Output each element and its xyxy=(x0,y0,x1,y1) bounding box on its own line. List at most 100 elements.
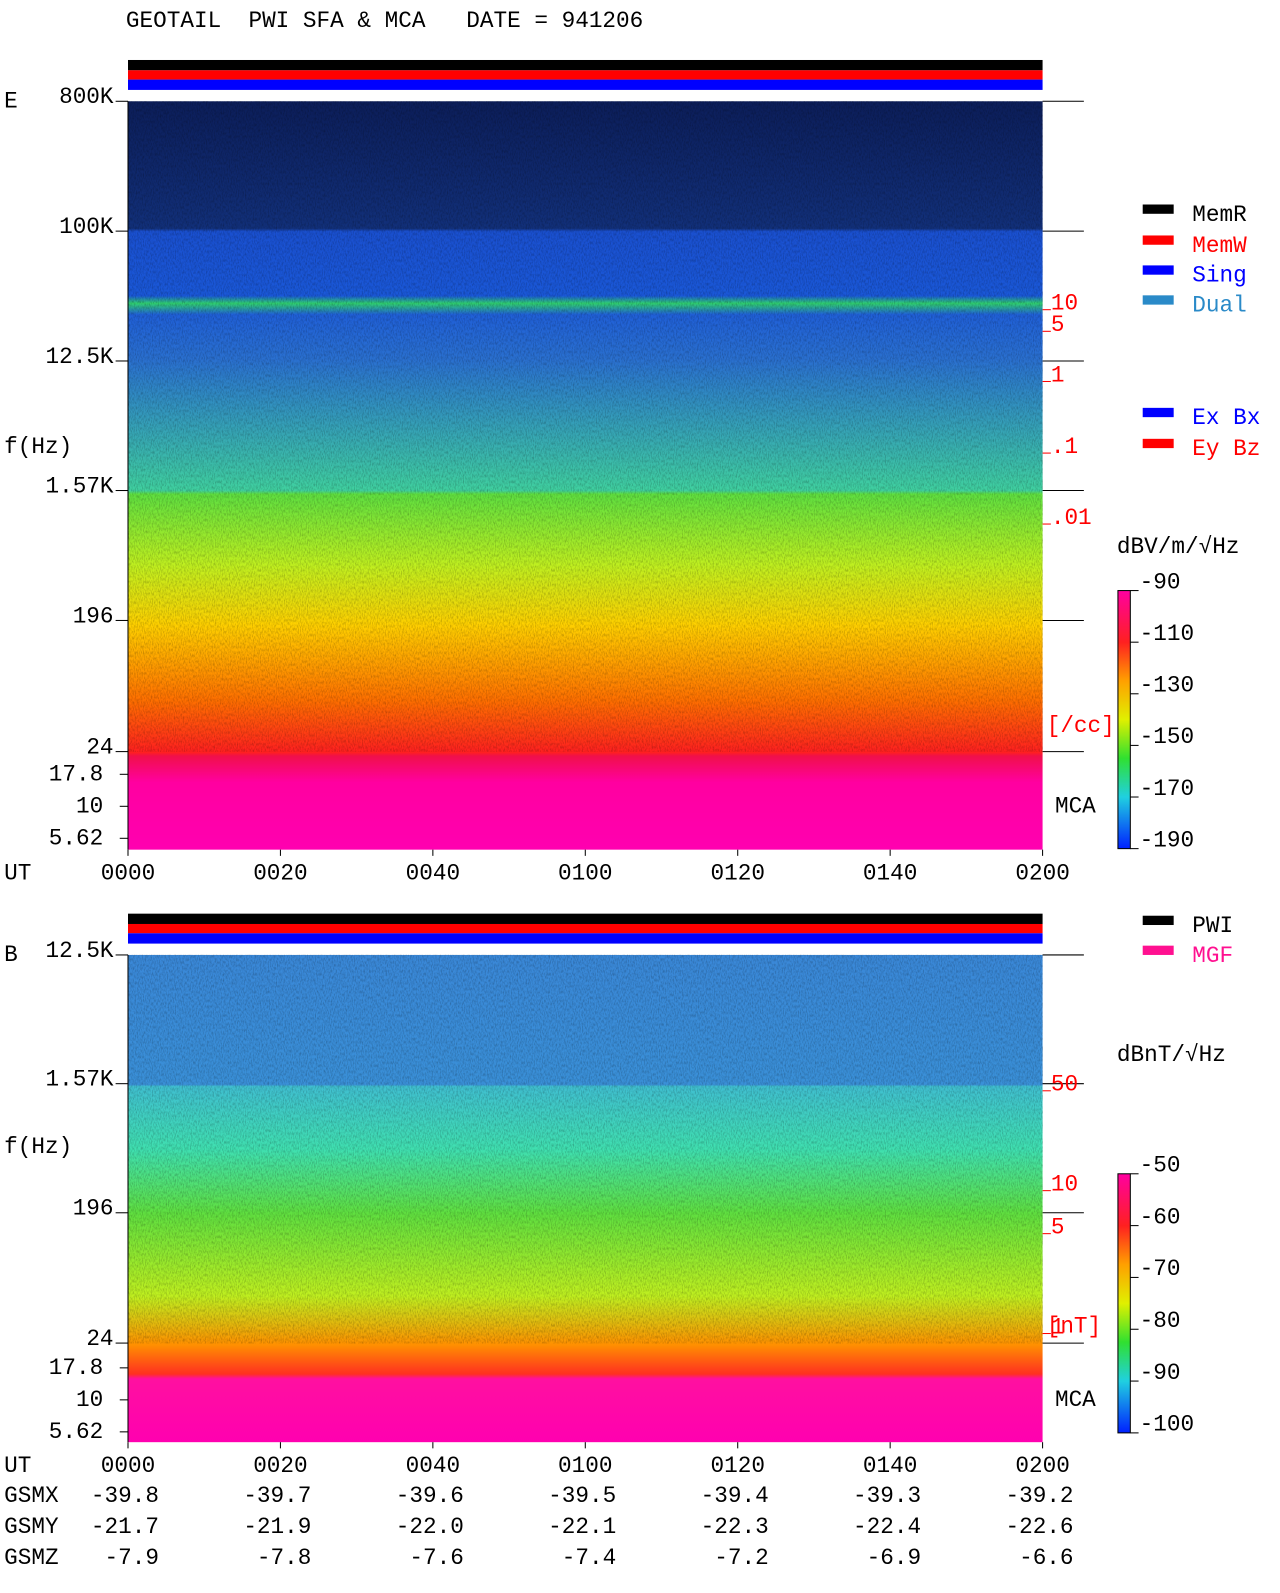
legend-swatch xyxy=(1142,438,1174,449)
orbit-name: GSMX xyxy=(4,1483,59,1509)
orbit-value: -22.3 xyxy=(701,1514,769,1540)
legend-swatch xyxy=(1142,295,1174,305)
orbit-value: -39.4 xyxy=(701,1483,769,1509)
colorbar xyxy=(1117,590,1131,850)
title: GEOTAIL PWI SFA & MCA DATE = 941206 xyxy=(126,8,643,34)
x-tick-label: 0120 xyxy=(710,1453,764,1479)
legend-label: Ex Bx xyxy=(1192,405,1260,431)
right-scale-label: 5 xyxy=(1051,1214,1065,1240)
y-tick-label: 800K xyxy=(59,84,114,110)
orbit-value: -39.3 xyxy=(853,1483,921,1509)
x-tick-label: 0100 xyxy=(558,1453,612,1479)
y-tick-label: 12.5K xyxy=(45,938,113,964)
legend-label: Sing xyxy=(1192,263,1246,289)
right-scale-label: .01 xyxy=(1051,505,1092,531)
x-tick-label: 0040 xyxy=(406,860,460,886)
right-scale-label: 1 xyxy=(1051,1314,1065,1340)
x-tick-label: 0000 xyxy=(101,1453,155,1479)
legend-swatch xyxy=(1142,945,1174,955)
panel-label: E xyxy=(4,88,18,114)
legend-label: Dual xyxy=(1192,293,1246,319)
y-tick-label: 196 xyxy=(73,603,114,629)
mca-label: MCA xyxy=(1055,1387,1096,1413)
colorbar-unit: dBV/m/√Hz xyxy=(1117,534,1240,560)
mca-tick-label: 5.62 xyxy=(49,825,103,851)
legend-swatch xyxy=(1142,407,1174,418)
legend-label: MGF xyxy=(1192,943,1233,969)
orbit-value: -22.6 xyxy=(1005,1514,1073,1540)
y-tick-label: 100K xyxy=(59,214,114,240)
legend-swatch xyxy=(1142,235,1174,245)
colorbar-tick-label: -130 xyxy=(1140,673,1194,699)
x-tick-label: 0200 xyxy=(1015,860,1069,886)
panel-b-image xyxy=(128,913,1043,1443)
y-tick-label: 12.5K xyxy=(45,344,113,370)
colorbar-tick-label: -150 xyxy=(1140,724,1194,750)
y-tick-label: 24 xyxy=(86,1326,113,1352)
colorbar-tick-label: -70 xyxy=(1140,1256,1181,1282)
x-tick-label: 0040 xyxy=(406,1453,460,1479)
x-axis-label: UT xyxy=(4,860,31,886)
colorbar-tick-label: -90 xyxy=(1140,1360,1181,1386)
orbit-name: GSMZ xyxy=(4,1545,58,1571)
colorbar xyxy=(1117,1173,1131,1434)
y-tick-label: 196 xyxy=(73,1196,114,1222)
orbit-value: -22.4 xyxy=(853,1514,921,1540)
orbit-value: -6.9 xyxy=(867,1545,921,1571)
x-tick-label: 0140 xyxy=(863,1453,917,1479)
right-scale-label: 10 xyxy=(1051,290,1078,316)
x-tick-label: 0140 xyxy=(863,860,917,886)
mca-tick-label: 17.8 xyxy=(49,761,103,787)
mca-tick-label: 10 xyxy=(76,1387,103,1413)
panel-label: B xyxy=(4,942,18,968)
x-tick-label: 0020 xyxy=(253,1453,307,1479)
right-scale-label: .1 xyxy=(1051,434,1078,460)
y-tick-label: 24 xyxy=(86,734,113,760)
right-scale-unit: [nT] xyxy=(1047,1314,1101,1340)
orbit-value: -39.2 xyxy=(1005,1483,1073,1509)
x-tick-label: 0020 xyxy=(253,860,307,886)
panel-e-image xyxy=(128,59,1043,850)
right-scale-label: 50 xyxy=(1051,1072,1078,1098)
y-axis-label: f(Hz) xyxy=(4,434,72,460)
x-tick-label: 0120 xyxy=(710,860,764,886)
legend-swatch xyxy=(1142,265,1174,275)
colorbar-tick-label: -190 xyxy=(1140,827,1194,853)
colorbar-tick-label: -90 xyxy=(1140,569,1181,595)
x-tick-label: 0000 xyxy=(101,860,155,886)
orbit-value: -39.6 xyxy=(396,1483,464,1509)
orbit-value: -21.7 xyxy=(91,1514,159,1540)
y-tick-label: 1.57K xyxy=(45,473,113,499)
orbit-value: -7.9 xyxy=(104,1545,158,1571)
orbit-value: -7.8 xyxy=(257,1545,311,1571)
colorbar-tick-label: -110 xyxy=(1140,621,1194,647)
colorbar-tick-label: -170 xyxy=(1140,776,1194,802)
orbit-value: -39.8 xyxy=(91,1483,159,1509)
orbit-value: -7.6 xyxy=(409,1545,463,1571)
orbit-value: -6.6 xyxy=(1019,1545,1073,1571)
legend-label: MemR xyxy=(1192,202,1247,228)
right-scale-label: 10 xyxy=(1051,1171,1078,1197)
colorbar-tick-label: -80 xyxy=(1140,1308,1181,1334)
x-tick-label: 0100 xyxy=(558,860,612,886)
orbit-value: -7.4 xyxy=(562,1545,616,1571)
right-scale-label: 1 xyxy=(1051,362,1065,388)
mca-tick-label: 17.8 xyxy=(49,1355,103,1381)
orbit-value: -39.5 xyxy=(548,1483,616,1509)
colorbar-tick-label: -50 xyxy=(1140,1153,1181,1179)
x-axis-label: UT xyxy=(4,1453,31,1479)
colorbar-unit: dBnT/√Hz xyxy=(1117,1042,1226,1068)
colorbar-tick-label: -100 xyxy=(1140,1412,1194,1438)
colorbar-tick-label: -60 xyxy=(1140,1204,1181,1230)
x-tick-label: 0200 xyxy=(1015,1453,1069,1479)
right-scale-label: 5 xyxy=(1051,312,1065,338)
right-scale-unit: [/cc] xyxy=(1047,713,1115,739)
mca-tick-label: 5.62 xyxy=(49,1419,103,1445)
legend-swatch xyxy=(1142,204,1174,214)
orbit-value: -39.7 xyxy=(243,1483,311,1509)
legend-label: MemW xyxy=(1192,233,1247,259)
orbit-value: -22.1 xyxy=(548,1514,616,1540)
orbit-value: -21.9 xyxy=(243,1514,311,1540)
mca-label: MCA xyxy=(1055,793,1096,819)
